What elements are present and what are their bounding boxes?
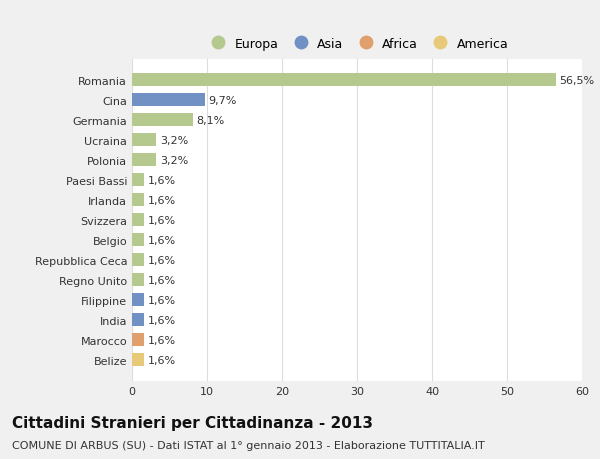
Bar — [132, 94, 205, 107]
Bar — [132, 254, 144, 267]
Text: 1,6%: 1,6% — [148, 255, 176, 265]
Bar — [132, 154, 156, 167]
Bar — [132, 134, 156, 147]
Bar — [132, 194, 144, 207]
Bar — [132, 114, 193, 127]
Text: 56,5%: 56,5% — [560, 76, 595, 86]
Text: 3,2%: 3,2% — [160, 156, 188, 166]
Text: 1,6%: 1,6% — [148, 275, 176, 285]
Text: COMUNE DI ARBUS (SU) - Dati ISTAT al 1° gennaio 2013 - Elaborazione TUTTITALIA.I: COMUNE DI ARBUS (SU) - Dati ISTAT al 1° … — [12, 440, 485, 450]
Text: 9,7%: 9,7% — [209, 96, 237, 106]
Bar — [132, 353, 144, 366]
Bar — [132, 294, 144, 307]
Text: Cittadini Stranieri per Cittadinanza - 2013: Cittadini Stranieri per Cittadinanza - 2… — [12, 415, 373, 431]
Bar — [132, 74, 556, 87]
Bar — [132, 313, 144, 326]
Bar — [132, 174, 144, 187]
Text: 1,6%: 1,6% — [148, 315, 176, 325]
Bar — [132, 334, 144, 347]
Bar — [132, 274, 144, 286]
Text: 1,6%: 1,6% — [148, 175, 176, 185]
Legend: Europa, Asia, Africa, America: Europa, Asia, Africa, America — [202, 34, 512, 54]
Text: 1,6%: 1,6% — [148, 355, 176, 365]
Text: 8,1%: 8,1% — [197, 116, 225, 126]
Text: 1,6%: 1,6% — [148, 196, 176, 205]
Text: 1,6%: 1,6% — [148, 215, 176, 225]
Text: 3,2%: 3,2% — [160, 135, 188, 146]
Text: 1,6%: 1,6% — [148, 295, 176, 305]
Bar — [132, 234, 144, 247]
Bar — [132, 214, 144, 227]
Text: 1,6%: 1,6% — [148, 235, 176, 245]
Text: 1,6%: 1,6% — [148, 335, 176, 345]
